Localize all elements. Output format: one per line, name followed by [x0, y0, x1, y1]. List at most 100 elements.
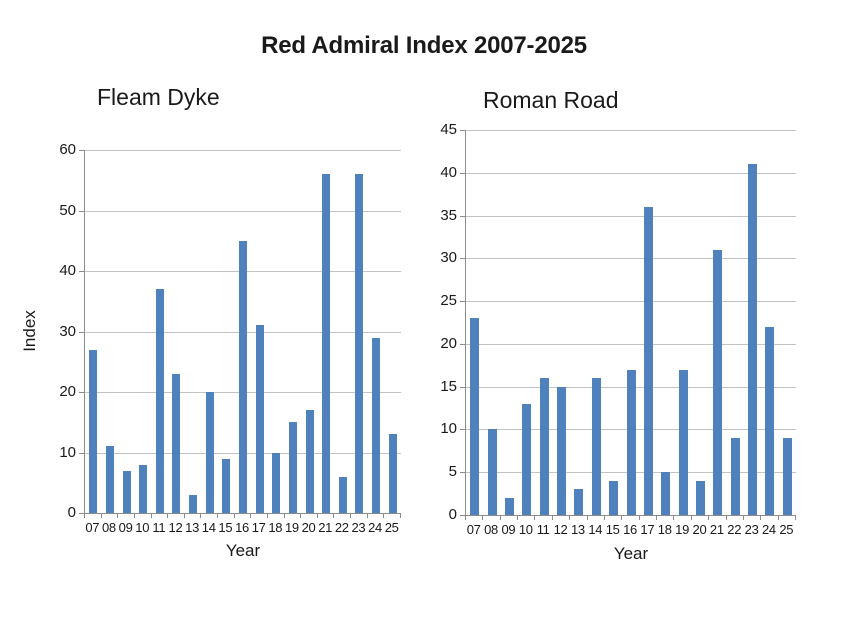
- gridline: [466, 172, 796, 174]
- x-tick-label: 07: [466, 522, 481, 537]
- y-tick: [460, 215, 465, 217]
- y-tick: [460, 515, 465, 516]
- bar-21: [713, 249, 723, 515]
- x-tick-label: 17: [251, 520, 266, 535]
- bar-18: [272, 452, 281, 513]
- y-tick-label: 30: [440, 249, 457, 267]
- bar-22: [730, 438, 740, 515]
- bar-17: [643, 207, 653, 515]
- bar-18: [661, 472, 671, 515]
- bar-19: [678, 369, 688, 515]
- x-tick-label: 25: [384, 520, 399, 535]
- plot-area: [465, 130, 796, 516]
- bar-24: [372, 337, 381, 513]
- bar-16: [626, 369, 636, 515]
- y-tick: [79, 331, 84, 333]
- bar-21: [322, 174, 331, 513]
- x-tick: [133, 514, 135, 518]
- x-axis-title-right: Year: [613, 544, 649, 563]
- x-tick: [250, 514, 252, 518]
- x-tick: [200, 514, 202, 518]
- x-tick-label: 24: [368, 520, 382, 535]
- x-tick-label: 18: [657, 522, 672, 537]
- x-tick-label: 23: [744, 522, 759, 537]
- x-tick-label: 19: [675, 522, 690, 537]
- y-tick: [460, 429, 465, 431]
- gridline: [85, 150, 401, 151]
- x-tick: [777, 516, 779, 520]
- bar-23: [355, 174, 364, 513]
- bar-20: [305, 410, 314, 513]
- x-tick-label: 20: [692, 522, 707, 537]
- x-tick-label: 11: [152, 520, 166, 535]
- y-tick-label: 10: [440, 420, 457, 438]
- bar-12: [172, 373, 181, 513]
- y-tick: [460, 343, 465, 345]
- gridline: [466, 343, 796, 345]
- y-tick-label: 10: [59, 443, 76, 461]
- x-tick: [673, 516, 675, 520]
- x-tick-label: 15: [218, 520, 233, 535]
- x-tick-label: 21: [318, 520, 333, 535]
- y-tick-label: 15: [440, 377, 457, 395]
- x-tick: [300, 514, 302, 518]
- y-tick-label: 40: [440, 163, 457, 181]
- x-tick-label: 10: [135, 520, 150, 535]
- x-tick-label: 11: [536, 522, 550, 537]
- y-tick-label: 20: [440, 334, 457, 352]
- y-tick: [460, 301, 465, 303]
- y-tick: [460, 386, 465, 388]
- x-tick: [183, 514, 185, 518]
- x-tick-label: 14: [588, 522, 603, 537]
- bar-15: [222, 458, 231, 513]
- bar-07: [470, 318, 480, 515]
- y-tick-label: 35: [440, 206, 457, 224]
- bar-08: [105, 446, 114, 513]
- chart-title-roman-road: Roman Road: [483, 87, 619, 113]
- y-tick: [79, 392, 84, 393]
- gridline: [466, 215, 796, 217]
- bar-24: [765, 326, 775, 515]
- y-tick-label: 45: [440, 121, 457, 138]
- y-tick-label: 30: [59, 322, 76, 340]
- x-tick-label: 17: [640, 522, 655, 537]
- x-tick-label: 15: [605, 522, 620, 537]
- bar-15: [609, 480, 619, 515]
- x-tick: [795, 516, 796, 520]
- bar-10: [522, 403, 532, 515]
- x-tick: [283, 514, 285, 518]
- bar-09: [122, 470, 131, 513]
- bar-25: [388, 434, 397, 513]
- x-tick-label: 09: [118, 520, 133, 535]
- x-tick-label: 16: [235, 520, 249, 535]
- x-tick: [517, 516, 519, 520]
- bar-16: [239, 240, 247, 513]
- y-tick: [460, 172, 465, 174]
- x-tick: [742, 516, 744, 520]
- bar-14: [591, 378, 601, 515]
- x-tick: [100, 514, 102, 518]
- x-tick: [569, 516, 571, 520]
- x-tick-label: 21: [709, 522, 724, 537]
- x-tick: [656, 516, 658, 520]
- x-tick: [534, 516, 536, 520]
- gridline: [466, 130, 796, 131]
- y-tick: [460, 472, 465, 474]
- plot-area: [84, 150, 401, 514]
- bar-17: [255, 325, 264, 513]
- y-tick-label: 60: [59, 141, 76, 158]
- x-tick-label: 08: [484, 522, 498, 537]
- x-tick: [638, 516, 640, 520]
- x-tick: [366, 514, 368, 518]
- y-tick-label: 25: [440, 292, 457, 310]
- bar-10: [139, 464, 148, 513]
- x-tick-label: 18: [268, 520, 283, 535]
- x-tick-label: 24: [762, 522, 776, 537]
- x-tick-label: 19: [284, 520, 299, 535]
- y-tick: [79, 150, 84, 151]
- y-tick: [460, 258, 465, 260]
- y-tick: [460, 130, 465, 131]
